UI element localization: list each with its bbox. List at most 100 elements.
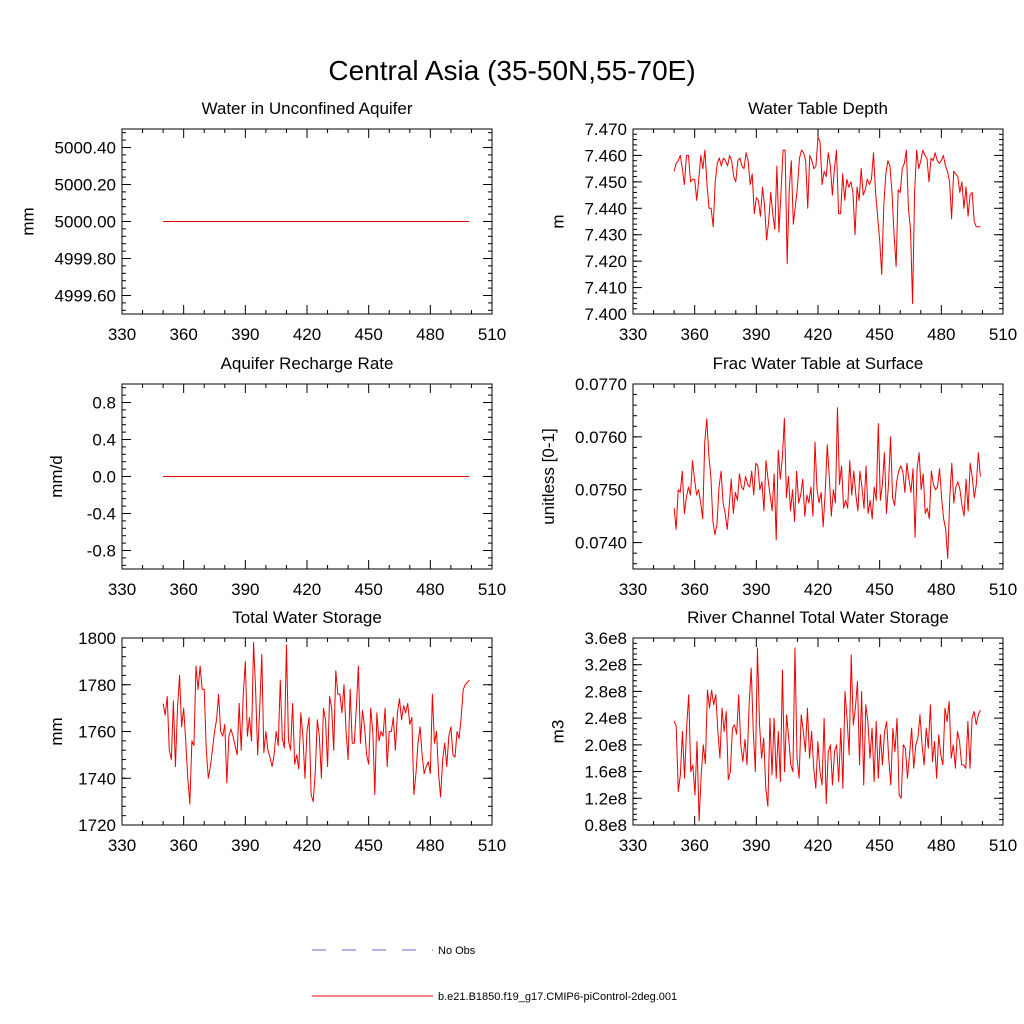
- y-tick-label: 7.440: [584, 199, 627, 218]
- x-tick-label: 480: [416, 580, 444, 599]
- chart-panel-6: River Channel Total Water Storage 330 360 3…: [549, 608, 1018, 855]
- y-tick-label: 7.430: [584, 226, 627, 245]
- y-tick-label: 0.0740: [575, 534, 627, 553]
- y-tick-label: 7.410: [584, 279, 627, 298]
- x-tick-label: 480: [927, 836, 955, 855]
- x-tick-label: 360: [169, 325, 197, 344]
- y-tick-label: 7.400: [584, 305, 627, 324]
- y-tick-label: 0.0760: [575, 428, 627, 447]
- x-tick-label: 480: [416, 836, 444, 855]
- panel-title: Aquifer Recharge Rate: [221, 354, 394, 373]
- y-tick-label: 1760: [78, 723, 116, 742]
- x-tick-label: 420: [293, 580, 321, 599]
- figure-title: Central Asia (35-50N,55-70E): [328, 55, 695, 86]
- y-tick-label: 7.420: [584, 252, 627, 271]
- y-tick-label: 7.450: [584, 173, 627, 192]
- x-tick-label: 510: [478, 836, 506, 855]
- x-tick-label: 390: [231, 836, 259, 855]
- y-tick-label: 0.0750: [575, 481, 627, 500]
- y-tick-label: 4999.80: [55, 250, 116, 269]
- y-tick-label: 0.8: [92, 394, 116, 413]
- chart-panel-1: Water in Unconfined Aquifer 330 360 390 420 4…: [19, 99, 507, 344]
- x-tick-label: 510: [989, 580, 1017, 599]
- y-tick-label: 2.4e8: [584, 709, 627, 728]
- y-tick-label: 5000.00: [55, 213, 116, 232]
- y-tick-label: 0.0: [92, 468, 116, 487]
- x-tick-label: 330: [619, 836, 647, 855]
- panel-title: Total Water Storage: [232, 608, 382, 627]
- x-tick-label: 450: [354, 580, 382, 599]
- y-tick-label: 5000.40: [55, 139, 116, 158]
- x-tick-label: 480: [927, 580, 955, 599]
- x-tick-label: 390: [231, 325, 259, 344]
- x-tick-label: 450: [865, 325, 893, 344]
- y-axis-label: mm: [19, 207, 38, 235]
- y-tick-label: 5000.20: [55, 176, 116, 195]
- y-tick-label: 0.0770: [575, 375, 627, 394]
- y-tick-label: 2.0e8: [584, 736, 627, 755]
- y-tick-label: -0.8: [87, 542, 116, 561]
- legend: No Obs b.e21.B1850.f19_g17.CMIP6-piContro…: [312, 945, 677, 1003]
- x-tick-label: 390: [742, 836, 770, 855]
- y-tick-label: 3.6e8: [584, 629, 627, 648]
- x-tick-label: 360: [169, 836, 197, 855]
- legend-label: b.e21.B1850.f19_g17.CMIP6-piControl-2deg…: [438, 991, 677, 1003]
- x-tick-label: 390: [231, 580, 259, 599]
- x-tick-label: 360: [680, 580, 708, 599]
- series-line: [673, 407, 981, 559]
- y-axis-label: mm/d: [47, 455, 66, 498]
- panel-title: Frac Water Table at Surface: [713, 354, 924, 373]
- x-tick-label: 360: [680, 325, 708, 344]
- x-tick-label: 450: [354, 325, 382, 344]
- chart-panel-4: Frac Water Table at Surface 330 360 390 420 4…: [539, 354, 1017, 599]
- panel-title: River Channel Total Water Storage: [687, 608, 949, 627]
- x-tick-label: 510: [989, 325, 1017, 344]
- y-axis-label: m3: [549, 720, 568, 744]
- x-tick-label: 330: [619, 580, 647, 599]
- chart-panel-3: Aquifer Recharge Rate 330 360 390 420 450 480 5…: [47, 354, 506, 599]
- y-axis-label: m: [549, 214, 568, 228]
- y-tick-label: 7.460: [584, 146, 627, 165]
- x-tick-label: 480: [416, 325, 444, 344]
- y-tick-label: 1740: [78, 769, 116, 788]
- x-tick-label: 480: [927, 325, 955, 344]
- x-tick-label: 420: [293, 325, 321, 344]
- y-tick-label: 2.8e8: [584, 682, 627, 701]
- x-tick-label: 450: [865, 580, 893, 599]
- x-tick-label: 510: [478, 580, 506, 599]
- y-tick-label: -0.4: [87, 505, 116, 524]
- x-tick-label: 330: [108, 580, 136, 599]
- legend-label: No Obs: [438, 945, 476, 957]
- x-tick-label: 360: [169, 580, 197, 599]
- x-tick-label: 360: [680, 836, 708, 855]
- y-tick-label: 0.8e8: [584, 816, 627, 835]
- y-tick-label: 0.4: [92, 431, 116, 450]
- plot-frame: [632, 637, 1004, 826]
- series-line: [673, 647, 981, 822]
- y-tick-label: 1.2e8: [584, 789, 627, 808]
- x-tick-label: 450: [865, 836, 893, 855]
- y-tick-label: 7.470: [584, 120, 627, 139]
- x-tick-label: 510: [989, 836, 1017, 855]
- x-tick-label: 420: [293, 836, 321, 855]
- chart-panel-5: Total Water Storage 330 360 390 420 450 480 510…: [47, 608, 506, 855]
- plot-frame: [632, 383, 1004, 570]
- x-tick-label: 330: [108, 836, 136, 855]
- x-tick-label: 390: [742, 325, 770, 344]
- y-tick-label: 1.6e8: [584, 763, 627, 782]
- series-line: [162, 642, 470, 805]
- y-tick-label: 1780: [78, 676, 116, 695]
- y-tick-label: 4999.60: [55, 287, 116, 306]
- x-tick-label: 330: [619, 325, 647, 344]
- panels: Water in Unconfined Aquifer 330 360 390 420 4…: [19, 99, 1018, 855]
- series-line: [673, 136, 981, 304]
- x-tick-label: 510: [478, 325, 506, 344]
- y-tick-label: 3.2e8: [584, 656, 627, 675]
- y-tick-label: 1800: [78, 629, 116, 648]
- y-axis-label: unitless [0-1]: [539, 428, 558, 524]
- panel-title: Water in Unconfined Aquifer: [201, 99, 412, 118]
- chart-panel-2: Water Table Depth 330 360 390 420 450 480 510 7.…: [549, 99, 1018, 344]
- y-axis-label: mm: [47, 717, 66, 745]
- x-tick-label: 450: [354, 836, 382, 855]
